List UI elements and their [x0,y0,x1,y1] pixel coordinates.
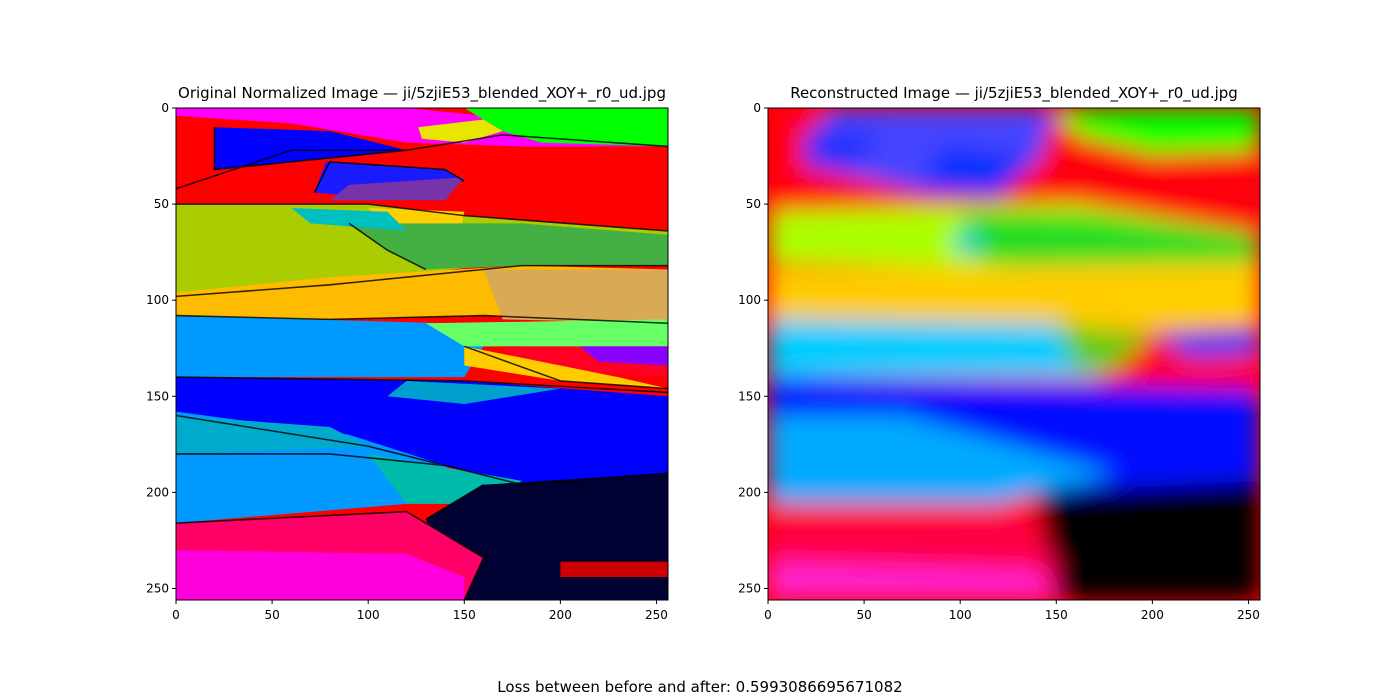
loss-label: Loss between before and after: 0.5993086… [497,678,903,696]
original-y-tick-label: 50 [154,197,169,211]
left-panel-title: Original Normalized Image — ji/5zjiE53_b… [178,84,666,102]
original-y-tick-label: 150 [146,389,169,403]
original-x-tick-label: 200 [549,608,572,622]
original-y-tick-label: 250 [146,581,169,595]
original-y-tick-label: 100 [146,293,169,307]
original-x-tick-label: 150 [453,608,476,622]
original-x-tick-label: 100 [357,608,380,622]
right-panel-title: Reconstructed Image — ji/5zjiE53_blended… [790,84,1238,102]
original-x-tick-label: 0 [172,608,180,622]
original-image [176,108,668,600]
original-x-tick-label: 250 [645,608,668,622]
original-y-tick-label: 0 [161,101,169,115]
original-x-tick-label: 50 [264,608,279,622]
original-y-tick-label: 200 [146,485,169,499]
